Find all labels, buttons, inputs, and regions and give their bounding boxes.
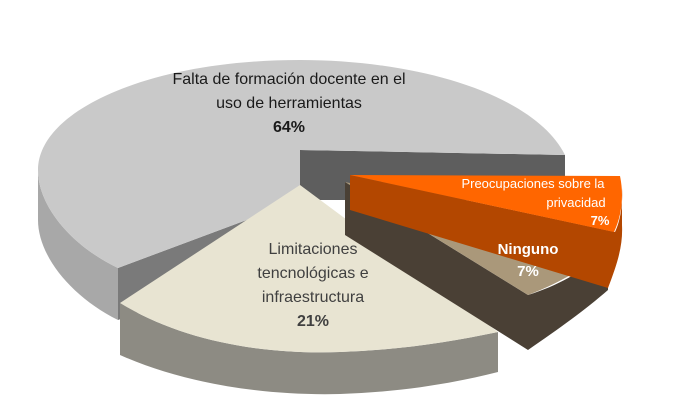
slice-formacion-docente-top [38, 60, 565, 268]
label-formacion-docente-pct: 64% [273, 119, 305, 136]
svg-text:Falta de formación docente en: Falta de formación docente en el [172, 71, 405, 88]
label-formacion-docente: Falta de formación docente en el uso de … [172, 71, 405, 136]
slice-limitaciones-side [120, 303, 498, 395]
slice-formacion-docente-side [38, 170, 118, 320]
label-limitaciones-line2: tencnológicas e [257, 265, 368, 282]
label-privacidad: Preocupaciones sobre la privacidad 7% [461, 176, 609, 228]
slice-privacidad-top [350, 175, 622, 232]
label-ninguno-pct: 7% [517, 263, 539, 280]
label-privacidad-pct: 7% [591, 213, 610, 228]
label-ninguno-line1: Ninguno [498, 241, 559, 258]
slice-privacidad [350, 175, 623, 288]
slice-limitaciones-top [120, 185, 498, 353]
svg-text:uso de herramientas: uso de herramientas [216, 95, 362, 112]
label-formacion-docente-line2: uso de herramientas [216, 95, 362, 112]
slice-limitaciones [120, 185, 498, 395]
label-limitaciones-line1: Limitaciones [269, 241, 358, 258]
slice-privacidad-side [350, 175, 623, 288]
label-formacion-docente-line1: Falta de formación docente en el [172, 71, 405, 88]
label-limitaciones-pct: 21% [297, 313, 329, 330]
label-privacidad-line2: privacidad [546, 195, 605, 210]
label-ninguno: Ninguno 7% [498, 241, 559, 280]
label-limitaciones: Limitaciones tencnológicas e infraestruc… [257, 241, 368, 330]
label-limitaciones-line3: infraestructura [262, 289, 364, 306]
label-privacidad-line1: Preocupaciones sobre la [461, 176, 605, 191]
